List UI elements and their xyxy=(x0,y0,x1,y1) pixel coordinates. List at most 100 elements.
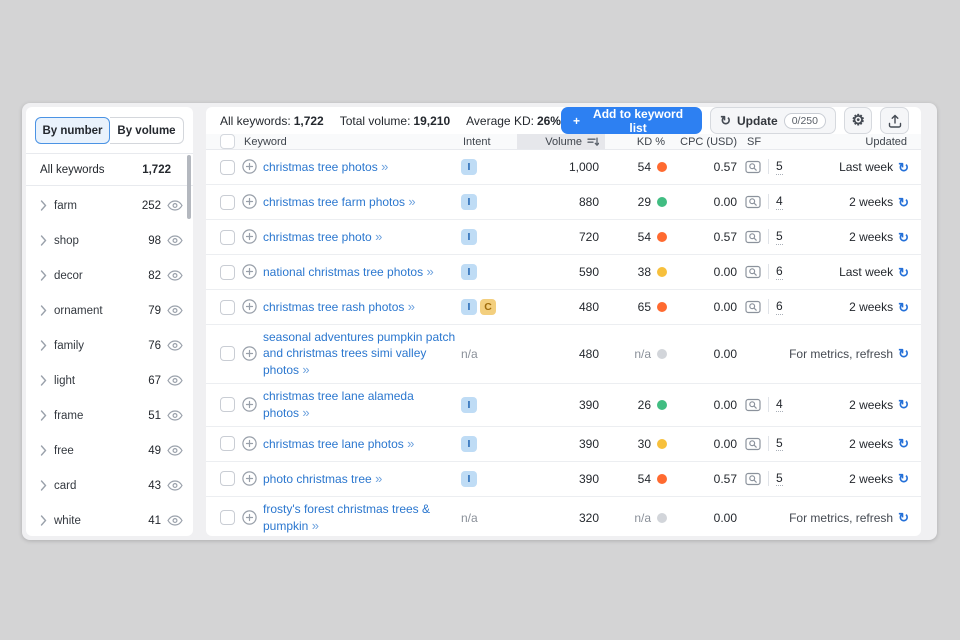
add-keyword-icon[interactable] xyxy=(242,299,257,315)
chevron-right-icon[interactable] xyxy=(40,410,54,421)
refresh-keyword-icon[interactable]: ↻ xyxy=(898,436,909,452)
chevron-right-icon[interactable] xyxy=(40,445,54,456)
settings-button[interactable]: ⚙ xyxy=(843,107,873,134)
serp-preview-icon[interactable] xyxy=(745,398,761,412)
add-keyword-icon[interactable] xyxy=(242,159,257,175)
refresh-keyword-icon[interactable]: ↻ xyxy=(898,229,909,245)
toggle-by-volume[interactable]: By volume xyxy=(110,117,184,144)
row-checkbox[interactable] xyxy=(220,159,235,175)
add-keyword-icon[interactable] xyxy=(242,264,257,280)
eye-icon[interactable] xyxy=(167,340,183,351)
row-checkbox[interactable] xyxy=(220,397,235,413)
keyword-link[interactable]: christmas tree photo » xyxy=(263,229,384,245)
open-keyword-icon[interactable]: » xyxy=(408,194,417,210)
sidebar-item-farm[interactable]: farm 252 xyxy=(26,188,193,223)
add-keyword-icon[interactable] xyxy=(242,436,257,451)
open-keyword-icon[interactable]: » xyxy=(311,517,320,533)
keyword-link[interactable]: christmas tree lane photos » xyxy=(263,435,416,451)
add-to-keyword-list-button[interactable]: + Add to keyword list xyxy=(560,107,703,135)
sf-count[interactable]: 5 xyxy=(776,435,783,452)
sidebar-item-light[interactable]: light 67 xyxy=(26,363,193,398)
refresh-keyword-icon[interactable]: ↻ xyxy=(898,346,909,362)
keyword-link[interactable]: national christmas tree photos » xyxy=(263,264,435,280)
chevron-right-icon[interactable] xyxy=(40,305,54,316)
row-checkbox[interactable] xyxy=(220,264,235,280)
chevron-right-icon[interactable] xyxy=(40,200,54,211)
sf-count[interactable]: 5 xyxy=(776,159,783,175)
eye-icon[interactable] xyxy=(167,445,183,456)
refresh-keyword-icon[interactable]: ↻ xyxy=(898,397,909,413)
sf-count[interactable]: 5 xyxy=(776,229,783,245)
open-keyword-icon[interactable]: » xyxy=(302,362,311,378)
column-header-cpc[interactable]: CPC (USD) xyxy=(680,135,737,148)
serp-preview-icon[interactable] xyxy=(745,160,761,174)
sf-count[interactable]: 5 xyxy=(776,470,783,487)
open-keyword-icon[interactable]: » xyxy=(302,405,311,421)
open-keyword-icon[interactable]: » xyxy=(375,229,384,245)
chevron-right-icon[interactable] xyxy=(40,235,54,246)
open-keyword-icon[interactable]: » xyxy=(426,264,435,280)
open-keyword-icon[interactable]: » xyxy=(407,299,416,315)
keyword-link[interactable]: frosty's forest christmas trees & pumpki… xyxy=(263,501,430,533)
add-keyword-icon[interactable] xyxy=(242,397,257,412)
row-checkbox[interactable] xyxy=(220,299,235,315)
chevron-right-icon[interactable] xyxy=(40,480,54,491)
column-header-volume[interactable]: Volume xyxy=(517,134,605,149)
serp-preview-icon[interactable] xyxy=(745,437,761,451)
eye-icon[interactable] xyxy=(167,270,183,281)
add-keyword-icon[interactable] xyxy=(242,510,257,525)
sidebar-item-ornament[interactable]: ornament 79 xyxy=(26,293,193,328)
chevron-right-icon[interactable] xyxy=(40,270,54,281)
keyword-link[interactable]: photo christmas tree » xyxy=(263,470,384,486)
add-keyword-icon[interactable] xyxy=(242,229,257,245)
keyword-link[interactable]: christmas tree lane alameda photos » xyxy=(263,388,414,421)
refresh-keyword-icon[interactable]: ↻ xyxy=(898,510,909,526)
add-keyword-icon[interactable] xyxy=(242,346,257,362)
row-checkbox[interactable] xyxy=(220,510,235,526)
chevron-right-icon[interactable] xyxy=(40,375,54,386)
toggle-by-number[interactable]: By number xyxy=(35,117,110,144)
sidebar-item-decor[interactable]: decor 82 xyxy=(26,258,193,293)
serp-preview-icon[interactable] xyxy=(745,195,761,209)
refresh-keyword-icon[interactable]: ↻ xyxy=(898,471,909,487)
eye-icon[interactable] xyxy=(167,410,183,421)
sidebar-item-card[interactable]: card 43 xyxy=(26,468,193,503)
serp-preview-icon[interactable] xyxy=(745,300,761,314)
sidebar-item-frame[interactable]: frame 51 xyxy=(26,398,193,433)
export-button[interactable] xyxy=(880,107,909,134)
row-checkbox[interactable] xyxy=(220,436,235,452)
all-keywords-row[interactable]: All keywords 1,722 xyxy=(26,153,193,186)
sidebar-item-free[interactable]: free 49 xyxy=(26,433,193,468)
column-header-kd[interactable]: KD % xyxy=(636,135,665,148)
row-checkbox[interactable] xyxy=(220,346,235,362)
keyword-link[interactable]: christmas tree rash photos » xyxy=(263,299,416,315)
open-keyword-icon[interactable]: » xyxy=(407,435,416,451)
serp-preview-icon[interactable] xyxy=(745,472,761,486)
row-checkbox[interactable] xyxy=(220,194,235,210)
column-header-intent[interactable]: Intent xyxy=(463,135,491,148)
row-checkbox[interactable] xyxy=(220,229,235,245)
eye-icon[interactable] xyxy=(167,375,183,386)
chevron-right-icon[interactable] xyxy=(40,340,54,351)
column-header-sf[interactable]: SF xyxy=(747,135,762,148)
column-header-updated[interactable]: Updated xyxy=(865,135,907,148)
keyword-link[interactable]: christmas tree farm photos » xyxy=(263,194,417,210)
sidebar-item-family[interactable]: family 76 xyxy=(26,328,193,363)
column-header-keyword[interactable]: Keyword xyxy=(244,135,287,148)
refresh-keyword-icon[interactable]: ↻ xyxy=(898,299,909,315)
refresh-keyword-icon[interactable]: ↻ xyxy=(898,159,909,175)
add-keyword-icon[interactable] xyxy=(242,194,257,210)
serp-preview-icon[interactable] xyxy=(745,230,761,244)
eye-icon[interactable] xyxy=(167,305,183,316)
serp-preview-icon[interactable] xyxy=(745,265,761,279)
sf-count[interactable]: 4 xyxy=(776,194,783,210)
keyword-link[interactable]: christmas tree photos » xyxy=(263,159,390,175)
open-keyword-icon[interactable]: » xyxy=(381,159,390,175)
open-keyword-icon[interactable]: » xyxy=(375,470,384,486)
chevron-right-icon[interactable] xyxy=(40,515,54,526)
update-button[interactable]: ↻ Update 0/250 xyxy=(710,107,836,134)
add-keyword-icon[interactable] xyxy=(242,471,257,486)
refresh-keyword-icon[interactable]: ↻ xyxy=(898,194,909,210)
sidebar-item-white[interactable]: white 41 xyxy=(26,503,193,536)
eye-icon[interactable] xyxy=(167,515,183,526)
